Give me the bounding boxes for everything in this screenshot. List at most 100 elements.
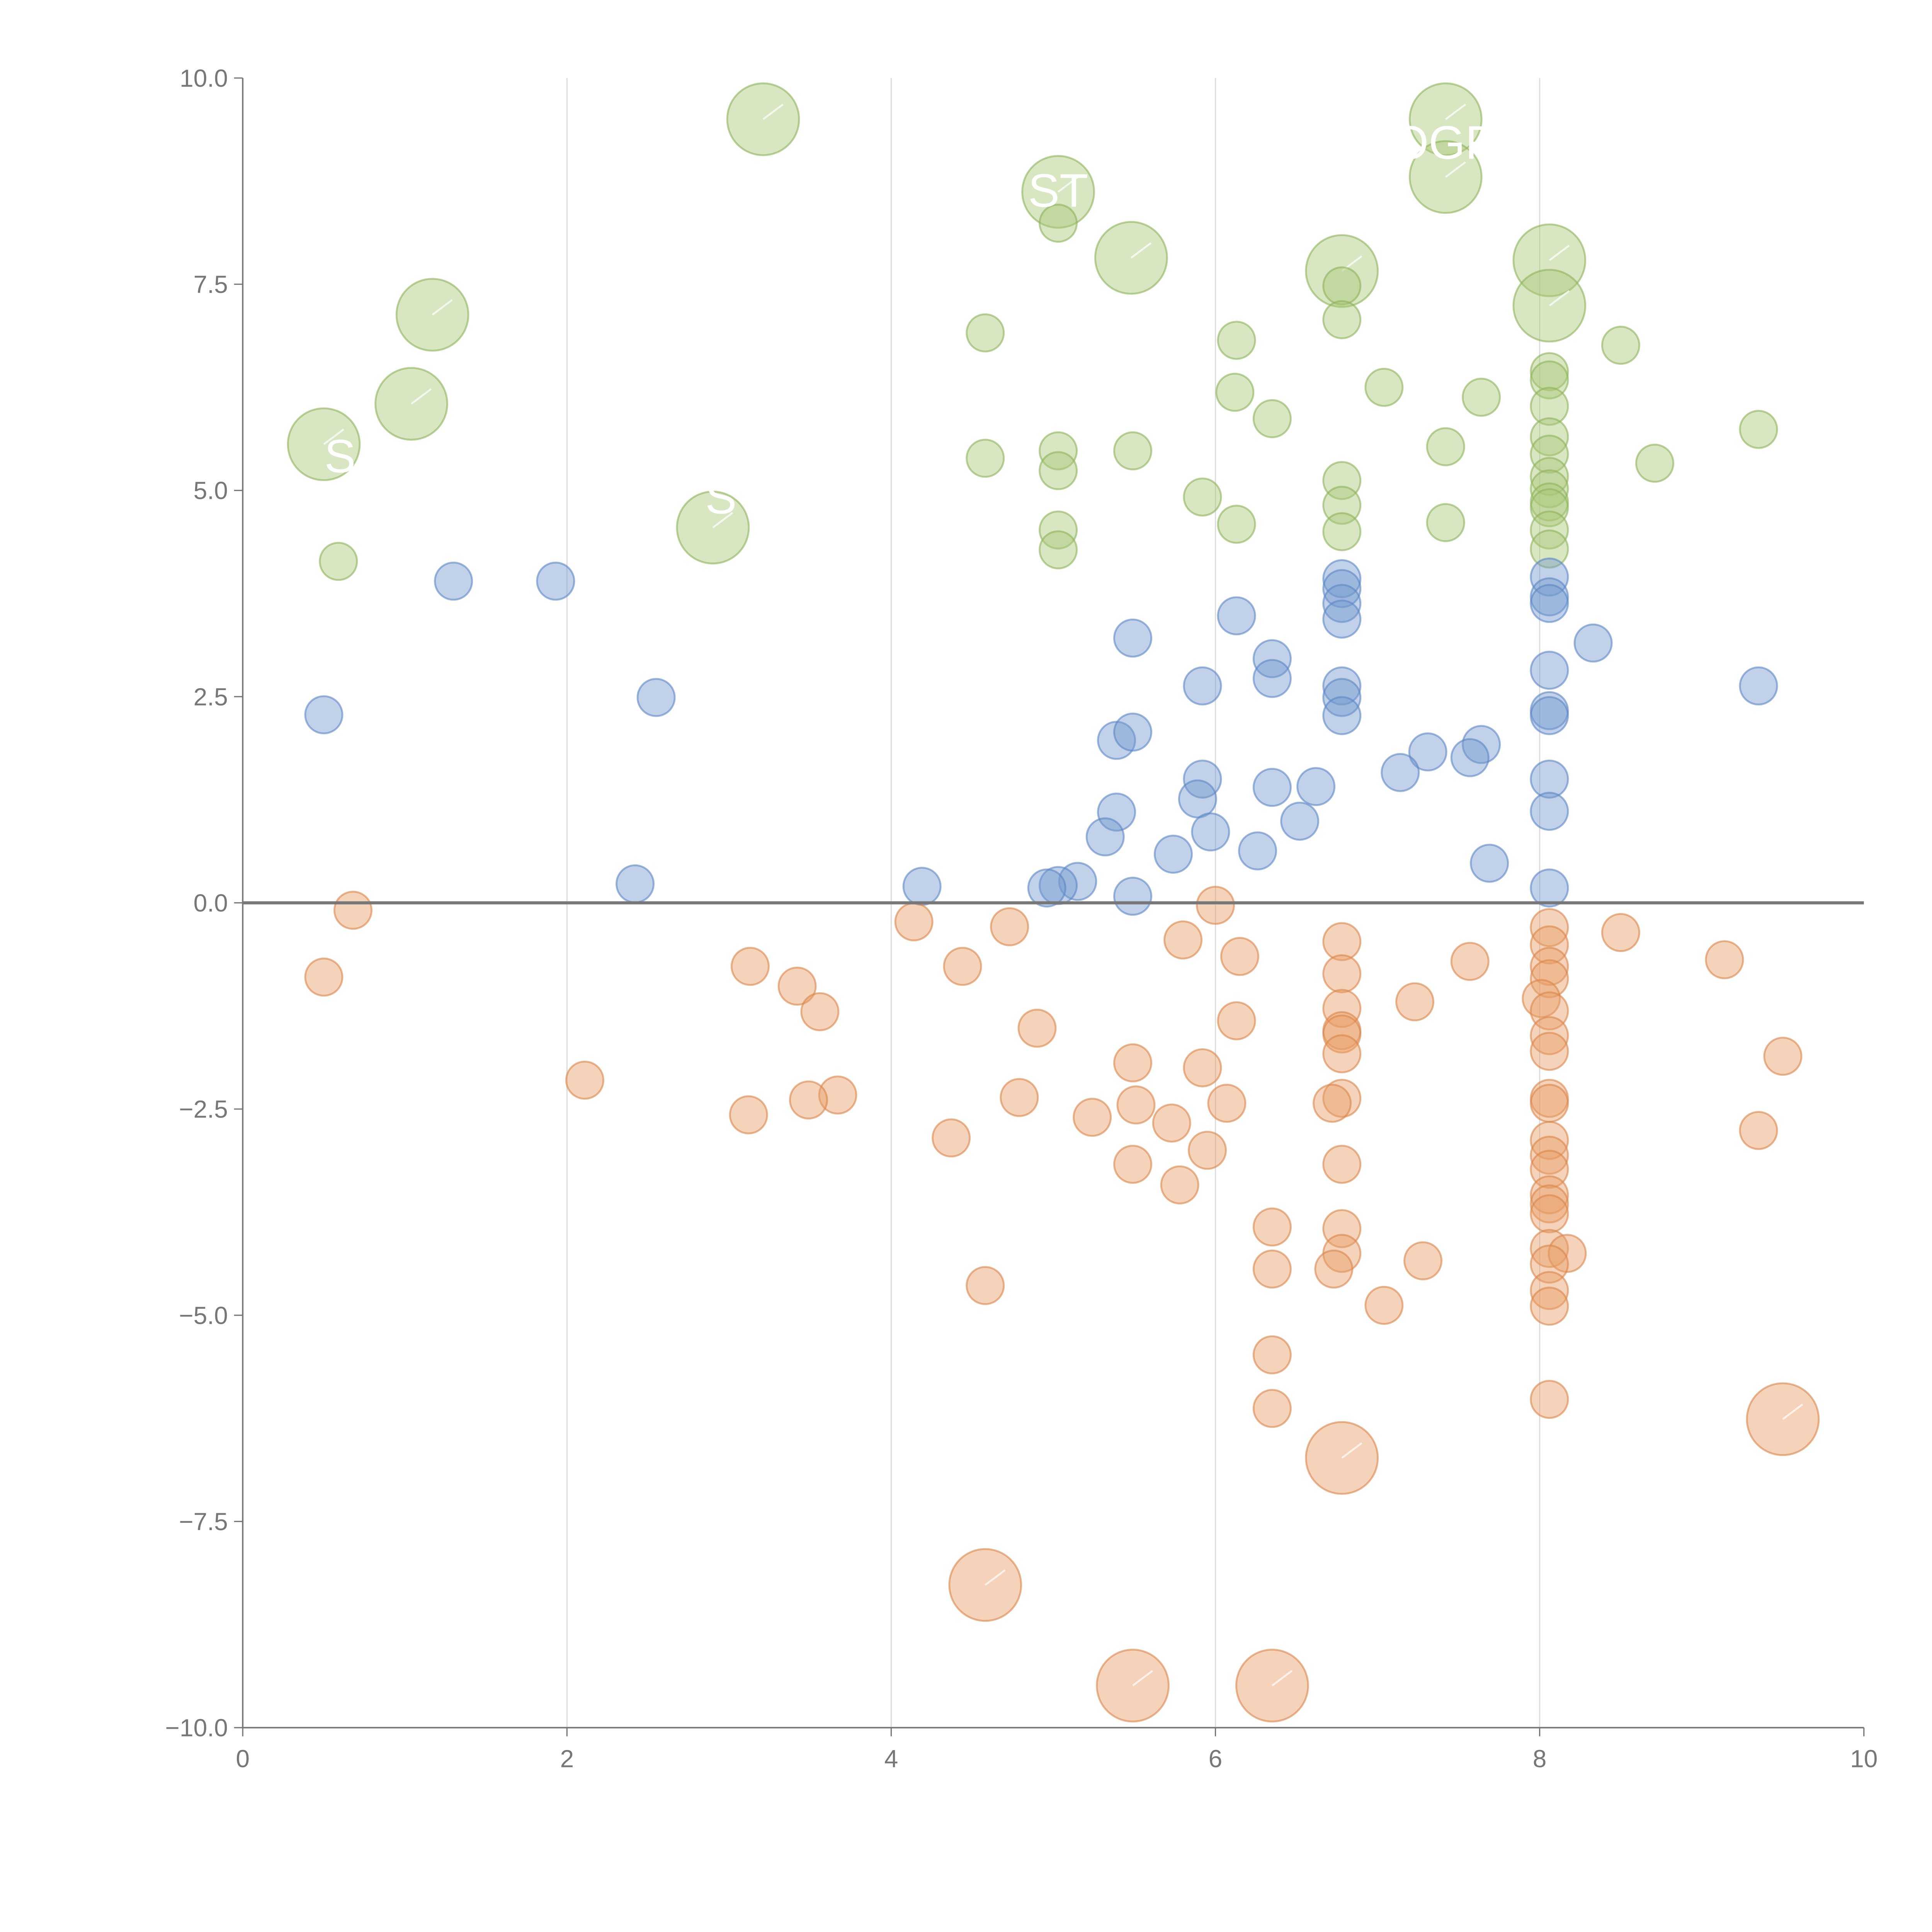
- y-tick-label: −5.0: [179, 1301, 228, 1329]
- label-leader-line: [1341, 1442, 1362, 1459]
- point-orange: [1530, 908, 1569, 947]
- point-annotation: ST: [1028, 164, 1088, 217]
- y-tick: −2.5: [179, 1095, 243, 1123]
- y-tick-label: −2.5: [179, 1095, 228, 1123]
- point-blue: [1470, 844, 1509, 883]
- x-ticks: 0 2 4 6 8 10: [236, 1728, 1878, 1773]
- point-blue: [1530, 792, 1569, 831]
- point-orange: [1530, 1136, 1569, 1175]
- x-tick: 0: [236, 1728, 250, 1773]
- point-orange: [1530, 1271, 1569, 1310]
- label-leader-line: [1058, 176, 1079, 193]
- point-blue: [1113, 713, 1153, 752]
- point-orange: [1601, 913, 1640, 952]
- point-orange: [1530, 1184, 1569, 1224]
- point-green: [726, 82, 800, 156]
- point-orange: [1530, 1083, 1569, 1123]
- x-tick: 6: [1209, 1728, 1222, 1773]
- point-blue: [1462, 725, 1501, 764]
- point-blue: [1280, 801, 1320, 841]
- point-orange: [1322, 1034, 1362, 1073]
- point-orange: [943, 947, 982, 986]
- point-blue: [1252, 639, 1292, 679]
- point-orange: [1530, 1286, 1569, 1326]
- point-blue: [1252, 768, 1292, 807]
- y-tick: 7.5: [194, 270, 243, 298]
- point-orange: [1073, 1098, 1112, 1137]
- y-ticks: 10.0 7.5 5.0 2.5 0.0 −2.5 −5.0 −7.5 −10.0: [165, 64, 243, 1742]
- point-orange: [1530, 1121, 1569, 1160]
- point-blue: [1183, 759, 1222, 799]
- point-blue: [1191, 812, 1230, 852]
- point-blue: [1296, 767, 1336, 806]
- label-leader-line: [1132, 1670, 1153, 1687]
- annotations: ST OGR S S: [324, 116, 1499, 524]
- point-orange: [1196, 886, 1235, 925]
- point-green: [319, 542, 358, 581]
- label-leader-line: [411, 388, 432, 405]
- point-blue: [434, 561, 473, 601]
- point-orange: [1000, 1078, 1039, 1117]
- point-blue: [304, 695, 344, 735]
- point-green: [1530, 387, 1569, 426]
- point-green: [1408, 82, 1483, 156]
- point-green: [1364, 367, 1404, 407]
- point-blue: [1739, 666, 1778, 706]
- point-orange: [1403, 1241, 1443, 1281]
- y-tick-label: 5.0: [194, 477, 228, 505]
- point-blue: [1178, 779, 1217, 819]
- point-orange: [1530, 947, 1569, 986]
- point-green: [1322, 512, 1362, 551]
- point-blue: [1322, 584, 1362, 623]
- label-leader-line: [1549, 290, 1570, 306]
- label-leader-line: [1782, 1403, 1803, 1420]
- point-orange: [1160, 1165, 1199, 1205]
- x-tick-label: 8: [1533, 1745, 1547, 1773]
- point-orange: [1217, 1001, 1256, 1041]
- point-orange: [1096, 1648, 1170, 1723]
- point-blue: [1085, 817, 1125, 857]
- y-tick: 5.0: [194, 477, 243, 505]
- point-blue: [1027, 868, 1066, 908]
- y-tick: 10.0: [180, 64, 243, 92]
- point-orange: [789, 1080, 828, 1120]
- point-blue: [1408, 732, 1447, 772]
- point-orange: [1395, 982, 1435, 1022]
- point-blue: [1530, 584, 1569, 623]
- point-blue: [1322, 569, 1362, 608]
- point-orange: [1322, 922, 1362, 961]
- point-orange: [1322, 954, 1362, 993]
- y-tick-label: 10.0: [180, 64, 228, 92]
- point-blue: [1113, 618, 1153, 658]
- point-green: [1217, 505, 1256, 544]
- point-orange: [1530, 1380, 1569, 1419]
- label-leader-line: [1130, 242, 1152, 259]
- point-green: [1426, 427, 1465, 466]
- point-orange: [777, 966, 817, 1006]
- point-green: [1039, 431, 1078, 471]
- label-leader-line: [432, 299, 453, 316]
- y-tick-label: 0.0: [194, 889, 228, 917]
- point-green: [1039, 530, 1078, 570]
- point-orange: [1530, 1194, 1569, 1233]
- point-orange: [304, 957, 344, 997]
- label-leader-line: [1549, 245, 1570, 261]
- point-orange: [1313, 1083, 1352, 1123]
- label-leader-line: [985, 1569, 1006, 1586]
- point-orange: [1252, 1335, 1292, 1374]
- point-blue: [636, 678, 676, 717]
- point-orange: [1188, 1131, 1227, 1170]
- point-green: [966, 439, 1005, 478]
- point-green: [1039, 510, 1078, 550]
- point-annotation: S: [324, 430, 355, 482]
- point-orange: [990, 907, 1029, 946]
- y-tick: 0.0: [194, 889, 243, 917]
- point-green: [1462, 378, 1501, 417]
- point-orange: [894, 902, 934, 942]
- point-blue: [1450, 738, 1490, 777]
- point-blue: [1183, 666, 1222, 706]
- point-green: [1739, 410, 1778, 449]
- point-green: [1530, 417, 1569, 456]
- point-annotation: OGR: [1392, 116, 1499, 169]
